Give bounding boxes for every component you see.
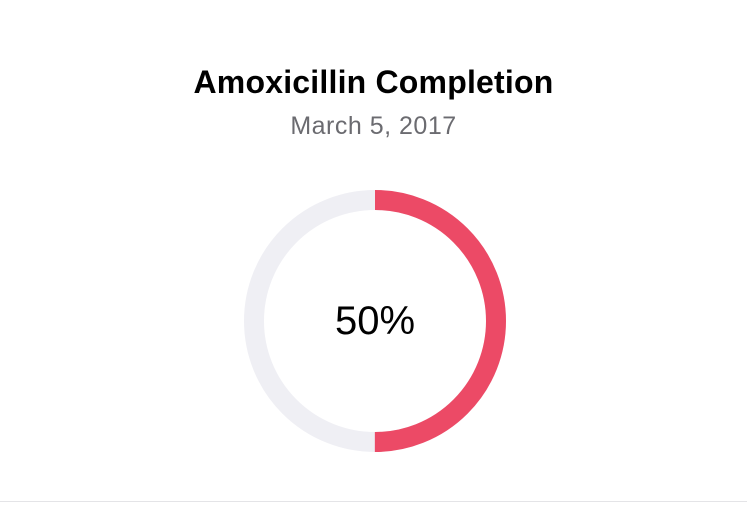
card-title: Amoxicillin Completion [193,64,554,100]
bottom-divider [0,501,747,502]
progress-ring: 50% [243,189,507,453]
progress-ring-graphic [244,190,506,452]
progress-ring-fill [244,190,506,452]
progress-percent-label: 50% [334,298,416,343]
card-date: March 5, 2017 [290,112,457,140]
